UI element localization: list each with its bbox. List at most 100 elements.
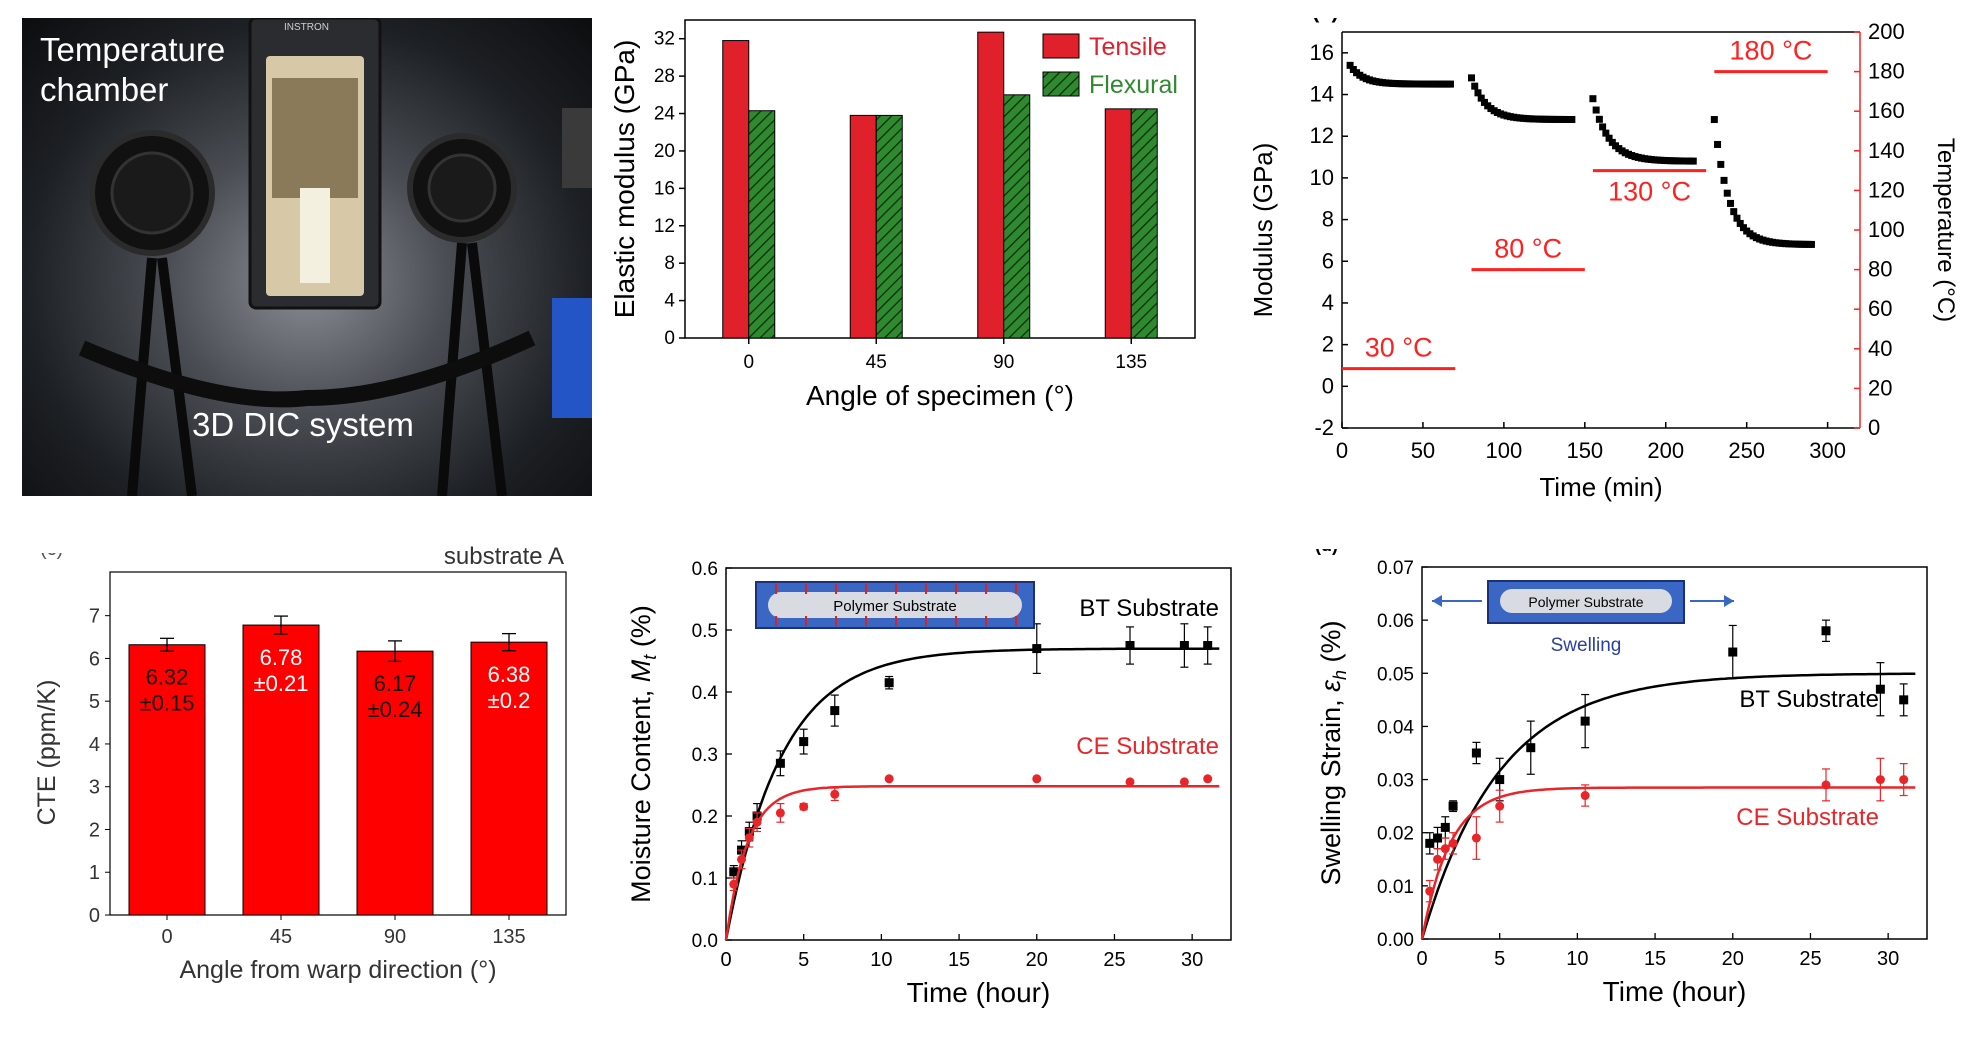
- monitor: [552, 298, 592, 418]
- series-label-bt: BT Substrate: [1739, 686, 1879, 713]
- x-tick-label: 0: [1416, 948, 1427, 970]
- bar-tensile-45: [849, 114, 877, 339]
- x-tick-label: 30: [1181, 949, 1203, 971]
- x-tick-label: 0: [720, 949, 731, 971]
- data-point-ce: [1495, 801, 1505, 811]
- modulus-point: [1723, 189, 1731, 197]
- y-axis-label: CTE (ppm/K): [33, 680, 61, 826]
- y-tick-label: 0.06: [1377, 611, 1414, 632]
- tag-mask: [1310, 535, 1370, 549]
- y-tick-label: 32: [654, 29, 675, 50]
- y-tick-label: 6: [1322, 248, 1334, 273]
- data-point-bt: [1425, 838, 1435, 848]
- modulus-point: [1592, 106, 1600, 114]
- data-point-ce: [1471, 833, 1481, 843]
- data-point-bt: [1125, 641, 1135, 650]
- x-tick-label: 15: [948, 949, 970, 971]
- y-tick-label: 2: [89, 819, 100, 841]
- data-point-ce: [729, 879, 739, 889]
- y-axis-label: Moisture Content, Mt (%): [626, 605, 660, 903]
- bar-flexural-135: [1130, 108, 1158, 339]
- y-tick-label: 24: [654, 104, 676, 125]
- modulus-point: [1605, 134, 1613, 142]
- controller: [562, 108, 592, 188]
- series-label-ce: CE Substrate: [1736, 804, 1879, 831]
- x-tick-label: 150: [1566, 438, 1603, 463]
- modulus-point: [1714, 140, 1722, 148]
- data-point-bt: [1580, 716, 1590, 726]
- inset-caption: Swelling: [1551, 635, 1622, 656]
- y-tick-label: 5: [89, 691, 100, 713]
- temperature-chamber-label-line2: chamber: [40, 71, 169, 108]
- data-point-ce: [830, 789, 840, 799]
- x-tick-label: 20: [1026, 949, 1048, 971]
- x-axis-label: Angle of specimen (°): [806, 380, 1074, 411]
- plot-frame: [1421, 566, 1928, 940]
- y-tick-label: 0.02: [1377, 824, 1414, 845]
- y-tick-label: 0.4: [692, 683, 719, 704]
- legend-swatch-tensile: [1042, 33, 1080, 59]
- legend-swatch-flexural: [1042, 71, 1080, 97]
- y2-tick-label: 180: [1868, 59, 1905, 84]
- data-point-bt: [1526, 743, 1536, 753]
- y-tick-label: 1: [89, 862, 100, 884]
- dic-system-label: 3D DIC system: [192, 406, 414, 443]
- modulus-point: [1807, 240, 1815, 248]
- cte-error-label: ±0.24: [368, 697, 423, 722]
- data-point-ce: [1440, 844, 1450, 854]
- elastic-modulus-chart: 0 45 90 135 0 4 8 12 16 20 24 28 32 Angle of specimen…: [612, 19, 1196, 411]
- data-point-ce: [884, 774, 894, 784]
- data-point-bt: [1471, 748, 1481, 758]
- y-axis-label: Swelling Strain, εh (%): [1316, 621, 1350, 886]
- modulus-point: [1568, 115, 1576, 123]
- data-point-ce: [1032, 774, 1042, 784]
- data-point-bt: [1179, 641, 1189, 650]
- x-tick-label: 25: [1103, 949, 1125, 971]
- legend-label-tensile: Tensile: [1089, 33, 1167, 61]
- data-point-ce: [737, 854, 747, 864]
- inset-arrowhead-left: [1432, 595, 1442, 607]
- cte-value-label: 6.17: [374, 671, 417, 696]
- data-point-ce: [1179, 777, 1189, 787]
- modulus-point: [1733, 214, 1741, 222]
- y2-tick-label: 40: [1868, 336, 1892, 361]
- data-point-bt: [1495, 775, 1505, 785]
- data-point-bt: [1440, 822, 1450, 832]
- data-point-ce: [1425, 886, 1435, 896]
- x-tick-label: 5: [798, 949, 809, 971]
- bar-flexural-90: [1003, 94, 1031, 339]
- y-tick-label: 6: [89, 648, 100, 670]
- y-tick-label: 0: [1322, 373, 1334, 398]
- data-point-bt: [1821, 626, 1831, 636]
- data-point-ce: [1125, 777, 1135, 787]
- data-point-bt: [799, 737, 809, 747]
- cte-value-label: 6.32: [146, 665, 189, 690]
- y-tick-label: 14: [1310, 82, 1334, 107]
- x-tick-label: 0: [743, 352, 754, 373]
- y2-tick-label: 160: [1868, 98, 1905, 123]
- modulus-point: [1589, 95, 1597, 103]
- y-tick-label: 2: [1322, 332, 1334, 357]
- photo-panel-temperature-chamber: Temperature chamber 3D DIC system INSTRO…: [22, 18, 592, 496]
- modulus-point: [1730, 208, 1738, 216]
- bar-tensile-90: [977, 31, 1005, 339]
- tag-mask: [30, 535, 90, 553]
- inset-substrate-inner: [1500, 589, 1672, 613]
- y-tick-label: 0: [664, 328, 675, 349]
- y-tick-label: 8: [664, 253, 675, 274]
- data-point-ce: [1899, 775, 1909, 785]
- data-point-ce: [1580, 791, 1590, 801]
- data-point-ce: [752, 817, 762, 827]
- y2-axis-label: Temperature (°C): [1932, 138, 1959, 322]
- modulus-point: [1727, 199, 1734, 207]
- modulus-point: [1474, 89, 1482, 97]
- x-tick-label: 250: [1728, 438, 1765, 463]
- x-tick-label: 50: [1411, 438, 1435, 463]
- data-point-bt: [775, 758, 785, 768]
- x-tick-label: 10: [870, 949, 892, 971]
- series-label-ce: CE Substrate: [1076, 733, 1219, 760]
- data-point-ce: [1821, 780, 1831, 790]
- y-tick-label: 0.07: [1377, 558, 1414, 579]
- y-tick-label: 8: [1322, 207, 1334, 232]
- x-tick-label: 100: [1486, 438, 1523, 463]
